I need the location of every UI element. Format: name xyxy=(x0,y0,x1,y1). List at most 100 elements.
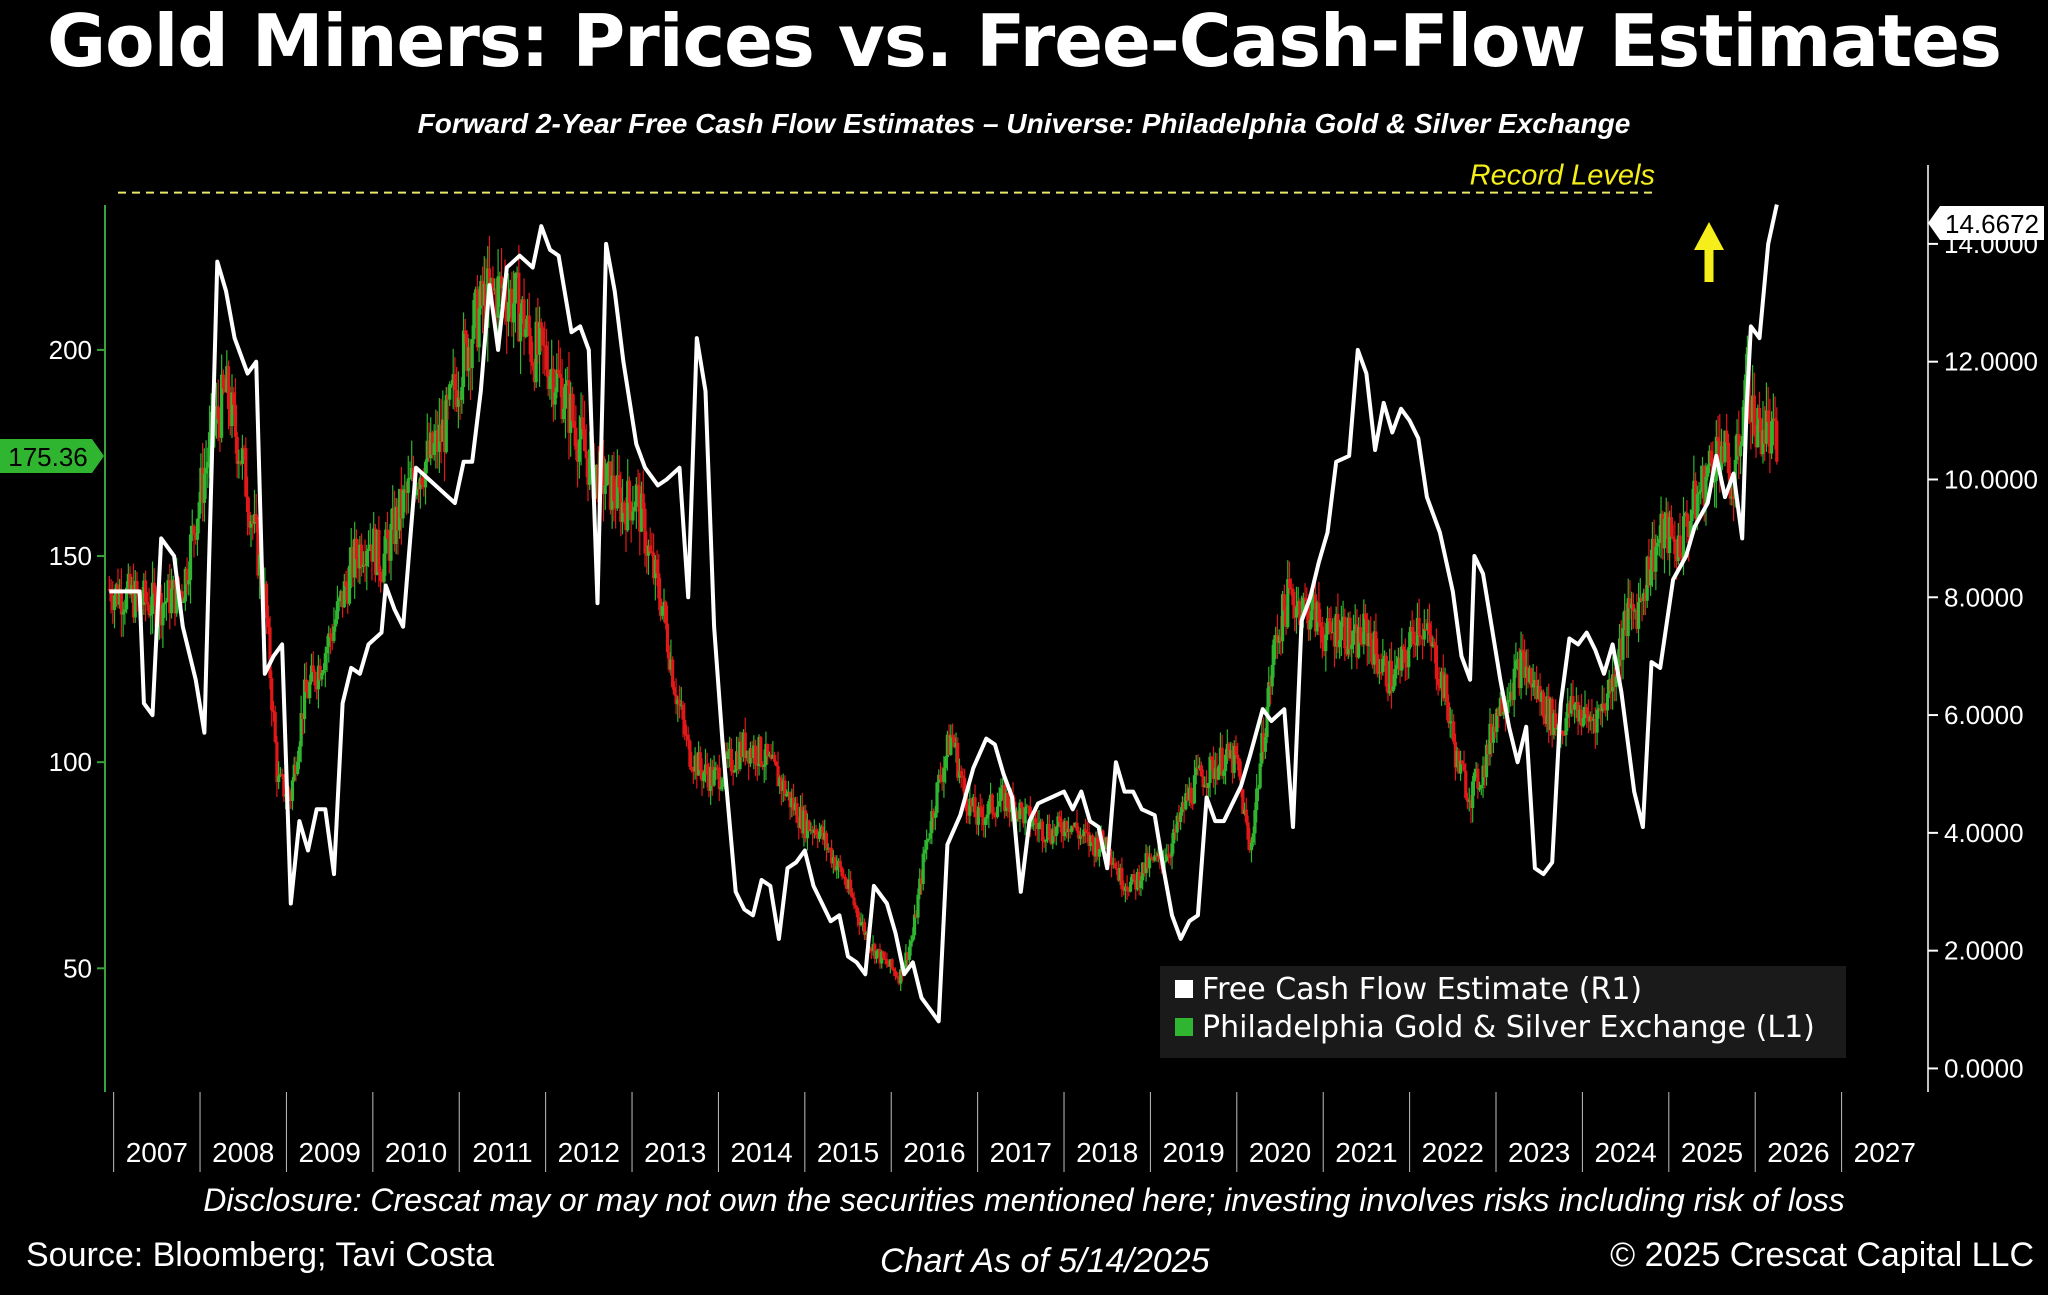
candle-body xyxy=(1405,663,1409,668)
candle-body xyxy=(906,952,910,960)
candle-body xyxy=(491,278,495,290)
candle-body xyxy=(1137,871,1141,889)
candle-body xyxy=(700,769,704,781)
candle-body xyxy=(1298,600,1302,626)
candle-body xyxy=(750,747,754,759)
candle-body xyxy=(448,384,452,400)
candle-body xyxy=(1249,842,1254,851)
candle-body xyxy=(937,774,941,783)
candle-body xyxy=(1025,805,1029,808)
candle-body xyxy=(223,388,227,393)
candle-body xyxy=(1756,407,1760,448)
candle-body xyxy=(548,376,552,389)
candle-body xyxy=(1414,643,1418,646)
candle-body xyxy=(1611,674,1615,692)
candle-body xyxy=(387,538,391,561)
candle-body xyxy=(194,534,198,540)
candle-body xyxy=(553,392,557,405)
fcf-line xyxy=(109,204,1779,1024)
candle-body xyxy=(1142,862,1146,874)
candle-body xyxy=(1643,592,1648,601)
candle-body xyxy=(1427,623,1432,635)
copyright-text: © 2025 Crescat Capital LLC xyxy=(1610,1236,2034,1274)
candle-body xyxy=(1764,410,1769,444)
candle-body xyxy=(1111,863,1115,865)
candle-body xyxy=(1531,683,1535,688)
candle-body xyxy=(1614,676,1618,687)
candle-body xyxy=(1619,638,1623,660)
candle-body xyxy=(149,614,153,616)
candle-body xyxy=(344,581,348,587)
candle-body xyxy=(577,439,581,462)
candle-body xyxy=(398,488,402,531)
candle-body xyxy=(1573,704,1577,710)
x-tick-label: 2007 xyxy=(126,1137,188,1168)
candle-body xyxy=(1379,672,1383,674)
candle-body xyxy=(1101,830,1105,844)
candle-body xyxy=(1180,802,1184,813)
candle-body xyxy=(1642,592,1646,601)
candle-body xyxy=(121,611,125,615)
candle-body xyxy=(1690,509,1694,522)
candle-body xyxy=(1630,603,1634,609)
candle-body xyxy=(273,712,277,742)
candle-body xyxy=(729,748,733,772)
candle-body xyxy=(1386,686,1390,694)
candle-body xyxy=(245,496,250,513)
candle-body xyxy=(1078,835,1083,839)
candle-body xyxy=(499,276,504,289)
candle-body xyxy=(1588,716,1592,722)
candle-body xyxy=(437,424,441,452)
x-tick-label: 2014 xyxy=(730,1137,792,1168)
candle-body xyxy=(131,584,136,618)
candle-body xyxy=(128,573,132,595)
candle-body xyxy=(1002,785,1007,812)
candle-body xyxy=(1244,809,1248,823)
candle-body xyxy=(1752,395,1756,435)
candle-body xyxy=(931,811,936,818)
candle-body xyxy=(1381,658,1385,673)
candle-body xyxy=(204,467,208,474)
candle-body xyxy=(826,848,830,850)
candle-body xyxy=(550,368,554,377)
candle-body xyxy=(933,812,937,818)
candle-body xyxy=(218,419,222,438)
candle-body xyxy=(988,794,993,801)
candle-body xyxy=(823,832,827,840)
candle-body xyxy=(1725,430,1729,443)
candle-body xyxy=(207,432,212,462)
candle-body xyxy=(691,770,695,772)
candle-body xyxy=(774,761,778,767)
candle-body xyxy=(1669,517,1673,537)
candle-body xyxy=(1170,843,1174,857)
left-tick-label: 50 xyxy=(63,953,92,983)
candle-body xyxy=(1395,664,1399,669)
candle-body xyxy=(1320,626,1324,643)
candle-body xyxy=(662,601,666,607)
candle-body xyxy=(1548,698,1553,731)
candle-body xyxy=(702,772,706,781)
right-tick-label: 2.0000 xyxy=(1944,936,2024,966)
candle-body xyxy=(118,590,122,605)
candle-body xyxy=(334,619,338,627)
candle-body xyxy=(899,969,903,984)
candle-body xyxy=(1089,835,1093,847)
candle-body xyxy=(1132,874,1136,880)
candle-body xyxy=(290,780,295,801)
candle-body xyxy=(1761,430,1765,455)
candle-body xyxy=(1315,602,1319,632)
candle-body xyxy=(1182,802,1186,810)
candle-body xyxy=(1286,579,1290,628)
candle-body xyxy=(453,374,457,391)
candle-body xyxy=(1737,433,1741,457)
candle-body xyxy=(1241,789,1245,815)
candle-body xyxy=(302,679,307,720)
candle-body xyxy=(340,591,345,608)
candle-body xyxy=(1771,418,1775,422)
candle-body xyxy=(1562,734,1566,736)
right-tick-label: 4.0000 xyxy=(1944,818,2024,848)
candle-body xyxy=(1042,840,1046,843)
candle-body xyxy=(1255,788,1259,811)
candle-body xyxy=(1617,638,1622,667)
candle-body xyxy=(1500,697,1504,715)
